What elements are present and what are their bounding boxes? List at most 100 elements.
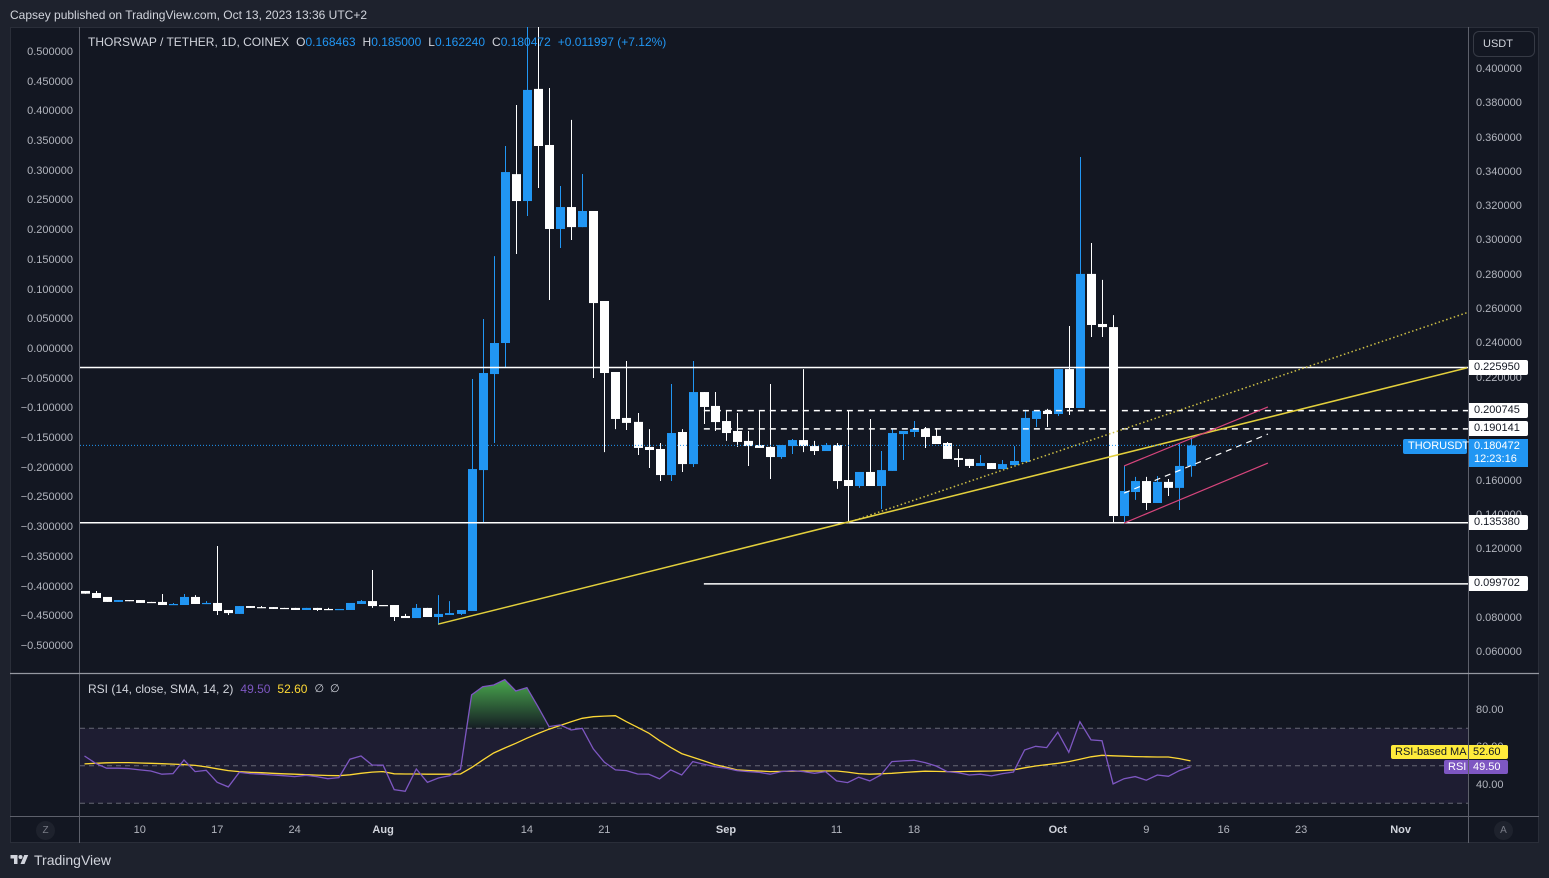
left-axis-label: −0.350000	[20, 550, 73, 563]
time-axis-label: 21	[598, 824, 611, 836]
candle-up	[1054, 369, 1063, 417]
candle-up	[1187, 437, 1196, 477]
candle-up	[1021, 409, 1030, 463]
currency-unit-button[interactable]: USDT	[1473, 31, 1535, 57]
time-axis-label: Sep	[715, 824, 737, 836]
time-axis-label: 11	[830, 824, 843, 836]
candle-up	[412, 603, 421, 619]
trend-line[interactable]	[438, 367, 1468, 625]
rsi-pane[interactable]	[80, 678, 1468, 804]
candle-up	[1032, 410, 1041, 428]
symbol-title[interactable]: THORSWAP / TETHER, 1D, COINEX	[88, 35, 290, 49]
timezone-z-button[interactable]: Z	[36, 821, 55, 840]
low-label: L	[428, 35, 435, 49]
time-axis-label: 24	[288, 824, 301, 836]
candle-down	[733, 412, 742, 447]
candle-up	[1010, 446, 1019, 466]
candle-up	[1153, 476, 1162, 503]
left-axis-label: −0.300000	[20, 521, 73, 534]
trend-line[interactable]	[1123, 433, 1269, 494]
candle-down	[611, 371, 620, 430]
candle-up	[479, 319, 488, 524]
left-axis-label: −0.400000	[20, 580, 73, 593]
time-axis-label: 23	[1294, 824, 1308, 836]
trend-line[interactable]	[847, 311, 1468, 524]
right-axis-label: 0.320000	[1476, 200, 1522, 213]
candle-up	[877, 451, 886, 509]
candle-down	[1164, 478, 1173, 496]
chart-frame[interactable]	[10, 27, 1539, 843]
close-label: C	[492, 35, 501, 49]
right-axis-label: 0.380000	[1476, 97, 1522, 110]
candle-down	[534, 27, 543, 189]
candle-down	[545, 88, 554, 300]
low-value: 0.162240	[434, 35, 486, 49]
candle-up	[1076, 156, 1085, 408]
right-axis-label: 0.340000	[1476, 165, 1522, 178]
rsi-ma-badge-value: 52.60	[1469, 745, 1508, 759]
price-level-badge: 0.099702	[1469, 576, 1528, 592]
rsi-axis-label: 40.00	[1476, 778, 1504, 791]
current-price-badge: 0.180472 12:23:16	[1469, 439, 1528, 467]
right-axis-label: 0.300000	[1476, 234, 1522, 247]
candle-down	[158, 594, 167, 606]
candle-down	[656, 442, 665, 482]
empty-set-icon: ∅	[314, 683, 325, 695]
symbol-price-label: THORUSDT	[1403, 439, 1469, 454]
candle-down	[1109, 315, 1118, 523]
candle-down	[954, 448, 963, 467]
trend-line[interactable]	[1123, 406, 1269, 467]
left-axis-label: 0.200000	[27, 224, 73, 237]
candle-down	[224, 609, 233, 615]
rsi-overbought-fill	[466, 679, 1084, 729]
candle-down	[744, 430, 753, 466]
candle-up	[578, 173, 587, 228]
close-value: 0.180472	[500, 35, 551, 49]
publish-info: Capsey published on TradingView.com, Oct…	[10, 8, 367, 22]
candle-up	[689, 361, 698, 467]
time-axis-label: 10	[133, 824, 146, 836]
right-axis-label: 0.360000	[1476, 131, 1522, 144]
candle-up	[445, 601, 454, 615]
candle-down	[987, 463, 996, 470]
candle-up	[346, 602, 355, 610]
left-axis-label: 0.150000	[27, 253, 73, 266]
candle-up	[490, 256, 499, 443]
drawings[interactable]	[80, 311, 1468, 625]
candle-down	[147, 601, 156, 604]
candle-up	[468, 379, 477, 612]
symbol-legend: THORSWAP / TETHER, 1D, COINEX O 0.168463…	[88, 35, 666, 49]
left-axis-label: 0.100000	[27, 283, 73, 296]
trend-line[interactable]	[1123, 462, 1269, 524]
candle-down	[943, 441, 952, 459]
time-axis-label: 9	[1143, 824, 1150, 836]
candles	[81, 27, 1196, 625]
time-axis-label: 14	[520, 824, 534, 836]
change-value: +0.011997 (+7.12%)	[557, 35, 667, 49]
auto-scale-a-button[interactable]: A	[1494, 821, 1513, 840]
candle-down	[291, 607, 300, 610]
price-level-badge: 0.200745	[1469, 403, 1528, 419]
left-axis-label: −0.050000	[20, 372, 73, 385]
candle-up	[302, 607, 311, 610]
candle-down	[810, 440, 819, 455]
candle-down	[634, 412, 643, 455]
rsi-title[interactable]: RSI (14, close, SMA, 14, 2)	[88, 682, 234, 696]
left-axis-label: −0.450000	[20, 610, 73, 623]
candle-down	[766, 383, 775, 479]
price-level-badge: 0.190141	[1469, 421, 1528, 437]
open-value: 0.168463	[305, 35, 356, 49]
candle-down	[600, 301, 609, 453]
candle-down	[589, 210, 598, 378]
candle-down	[269, 607, 278, 609]
candle-down	[257, 606, 266, 609]
left-axis-label: −0.200000	[20, 461, 73, 474]
left-axis-label: 0.000000	[27, 342, 73, 355]
candle-down	[423, 607, 432, 618]
candle-up	[667, 383, 676, 482]
candle-up	[501, 145, 510, 368]
candle-up	[1120, 465, 1129, 522]
candle-down	[1142, 476, 1151, 511]
